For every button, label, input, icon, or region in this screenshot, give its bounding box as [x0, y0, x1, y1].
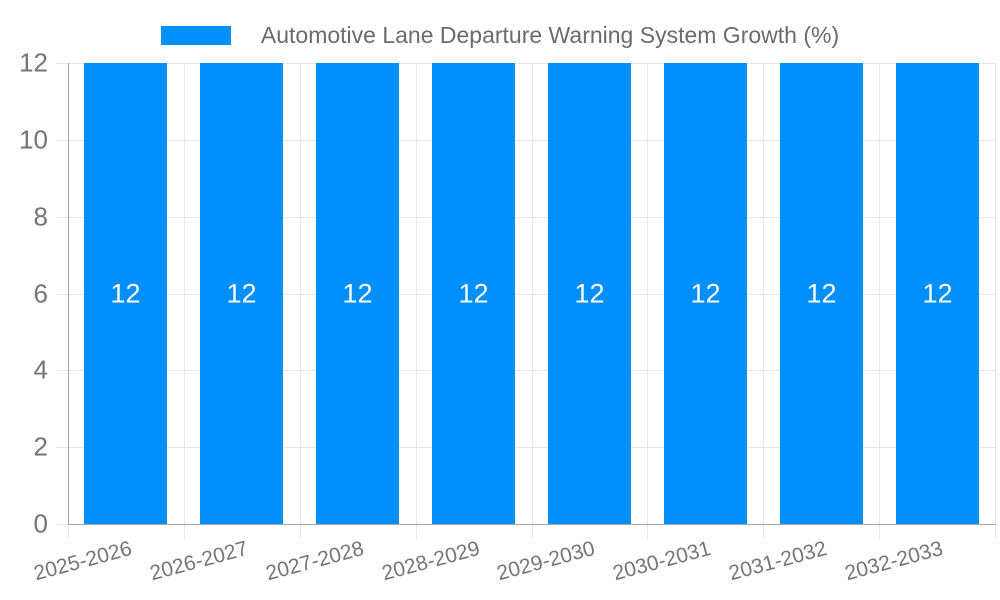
y-axis-label: 8	[33, 201, 48, 232]
y-axis-tick	[56, 370, 68, 371]
x-axis-tick	[647, 524, 648, 539]
y-axis-line	[68, 63, 69, 525]
x-axis-label: 2028-2029	[378, 537, 482, 586]
gridline-vertical	[300, 63, 301, 524]
bar[interactable]: 12	[780, 63, 863, 524]
gridline-horizontal	[68, 217, 995, 218]
x-axis-label: 2031-2032	[725, 537, 829, 586]
y-axis-tick	[56, 217, 68, 218]
x-axis-tick	[416, 524, 417, 539]
x-axis-label: 2029-2030	[493, 537, 597, 586]
bar[interactable]: 12	[664, 63, 747, 524]
gridline-vertical	[184, 63, 185, 524]
y-axis-label: 0	[33, 508, 48, 539]
x-axis-label: 2025-2026	[30, 537, 134, 586]
gridline-vertical	[532, 63, 533, 524]
bar[interactable]: 12	[548, 63, 631, 524]
bar[interactable]: 12	[200, 63, 283, 524]
gridline-horizontal	[68, 140, 995, 141]
x-axis-label: 2032-2033	[841, 537, 945, 586]
gridline-horizontal	[68, 294, 995, 295]
x-axis-tick	[763, 524, 764, 539]
bar-value-label: 12	[690, 278, 721, 308]
bar[interactable]: 12	[316, 63, 399, 524]
x-axis-label: 2026-2027	[146, 537, 250, 586]
x-axis-tick	[532, 524, 533, 539]
x-axis-label: 2027-2028	[262, 537, 366, 586]
x-axis-tick	[68, 524, 69, 539]
x-axis-tick	[995, 524, 996, 539]
y-axis-tick	[56, 140, 68, 141]
bar[interactable]: 12	[432, 63, 515, 524]
gridline-horizontal	[68, 447, 995, 448]
x-axis-tick	[879, 524, 880, 539]
chart-legend[interactable]: Automotive Lane Departure Warning System…	[0, 22, 1000, 48]
gridline-vertical	[879, 63, 880, 524]
gridline-vertical	[416, 63, 417, 524]
y-axis-label: 2	[33, 431, 48, 462]
bar-value-label: 12	[458, 278, 489, 308]
bar[interactable]: 12	[896, 63, 979, 524]
x-axis-line	[68, 524, 996, 525]
bar-value-label: 12	[806, 278, 837, 308]
bar-value-label: 12	[110, 278, 141, 308]
y-axis-tick	[56, 524, 68, 525]
gridline-horizontal	[68, 63, 995, 64]
gridline-vertical	[995, 63, 996, 524]
y-axis-tick	[56, 294, 68, 295]
y-axis-tick	[56, 447, 68, 448]
y-axis-tick	[56, 63, 68, 64]
y-axis-label: 12	[19, 47, 48, 78]
legend-series-label[interactable]: Automotive Lane Departure Warning System…	[260, 22, 840, 48]
gridline-vertical	[647, 63, 648, 524]
gridline-horizontal	[68, 370, 995, 371]
x-axis-label: 2030-2031	[609, 537, 713, 586]
bar-value-label: 12	[574, 278, 605, 308]
y-axis-label: 6	[33, 278, 48, 309]
y-axis-label: 10	[19, 124, 48, 155]
y-axis-label: 4	[33, 354, 48, 385]
bar-value-label: 12	[922, 278, 953, 308]
bar[interactable]: 12	[84, 63, 167, 524]
gridline-vertical	[763, 63, 764, 524]
x-axis-tick	[184, 524, 185, 539]
legend-swatch-icon[interactable]	[160, 25, 231, 45]
bar-value-label: 12	[342, 278, 373, 308]
x-axis-tick	[300, 524, 301, 539]
bar-value-label: 12	[226, 278, 257, 308]
